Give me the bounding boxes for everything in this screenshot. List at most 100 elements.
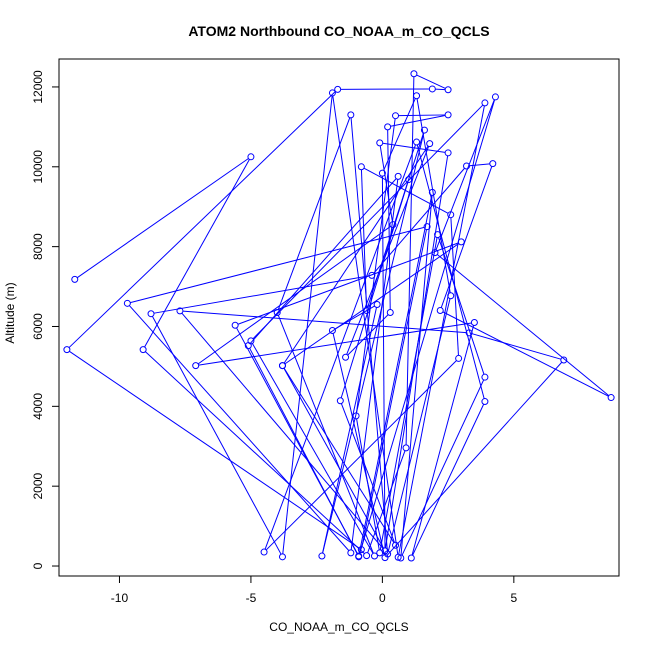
series-line-segment — [283, 145, 429, 364]
series-line-segment — [264, 144, 416, 550]
series-line-segment — [76, 158, 249, 279]
series-line-segment — [400, 195, 433, 556]
x-axis-label: CO_NOAA_m_CO_QCLS — [269, 620, 408, 634]
series-line-segment — [386, 361, 563, 556]
series-line-segment — [251, 343, 374, 554]
series-line-segment — [412, 404, 485, 556]
series-line-segment — [283, 367, 395, 543]
series-line-segment — [435, 99, 495, 251]
series-line-segment — [401, 379, 485, 556]
data-point — [352, 412, 360, 420]
data-point — [444, 86, 452, 94]
data-point — [334, 85, 342, 93]
data-point — [465, 329, 473, 337]
series-line-segment — [398, 114, 446, 117]
data-point — [336, 397, 344, 405]
x-tick-label: 0 — [379, 591, 386, 605]
data-point — [447, 292, 455, 300]
data-point — [278, 553, 286, 561]
data-point — [491, 93, 499, 101]
y-tick-label: 0 — [31, 562, 45, 569]
series-line-segment — [277, 117, 351, 310]
data-point — [247, 153, 255, 161]
data-point — [273, 309, 281, 317]
series-line-segment — [153, 275, 369, 314]
data-point — [357, 546, 365, 554]
data-point — [405, 176, 413, 184]
series-line-segment — [379, 237, 438, 550]
y-tick-label: 12000 — [31, 70, 45, 104]
series-line-segment — [182, 310, 467, 334]
data-point — [260, 548, 268, 556]
data-point — [373, 301, 381, 309]
series-line-segment — [144, 351, 365, 554]
data-point — [328, 89, 336, 97]
data-point — [231, 321, 239, 329]
data-point — [355, 552, 363, 560]
data-point — [376, 139, 384, 147]
data-point — [247, 337, 255, 345]
series-line-segment — [252, 104, 484, 340]
y-tick-label: 2000 — [31, 473, 45, 500]
y-tick-label: 4000 — [31, 393, 45, 420]
series-line-segment — [152, 316, 282, 555]
series-line-segment — [416, 74, 446, 89]
series-line-segment — [411, 325, 475, 556]
series-line-segment — [130, 226, 425, 304]
data-point — [71, 275, 79, 283]
data-point — [426, 140, 434, 148]
series-line-segment — [367, 450, 406, 553]
series-line-segment — [332, 333, 385, 555]
data-point — [384, 123, 392, 131]
series-line-segment — [128, 305, 350, 551]
x-axis: -10 -5 0 5 — [111, 575, 517, 605]
y-axis: 0 2000 4000 6000 8000 10000 12000 — [31, 70, 60, 569]
series-points — [63, 70, 615, 562]
series-line-segment — [361, 229, 427, 547]
data-point — [455, 354, 463, 362]
series-line-segment — [471, 333, 562, 360]
series-line-segment — [249, 178, 397, 344]
data-point — [447, 211, 455, 219]
data-point — [176, 307, 184, 315]
y-tick-label: 10000 — [31, 150, 45, 184]
series-line-segment — [398, 105, 485, 555]
data-point — [444, 149, 452, 157]
series-line-segment — [355, 118, 396, 414]
data-point — [470, 318, 478, 326]
series-line-segment — [144, 159, 250, 348]
data-point — [481, 99, 489, 107]
series-line-segment — [236, 327, 358, 554]
series-line-segment — [68, 91, 336, 348]
series-line-segment — [350, 117, 388, 552]
y-axis-label: Altitude (m) — [3, 282, 17, 343]
series-line-segment — [69, 350, 360, 549]
series-line-segment — [197, 226, 391, 365]
data-point — [147, 310, 155, 318]
series-line-segment — [387, 298, 451, 552]
data-point — [457, 238, 465, 246]
data-point — [378, 169, 386, 177]
series-line-segment — [340, 403, 395, 543]
series-line-segment — [363, 167, 449, 214]
series-line-segment — [381, 176, 386, 548]
chart-title: ATOM2 Northbound CO_NOAA_m_CO_QCLS — [188, 23, 489, 39]
data-point — [436, 307, 444, 315]
data-point — [560, 356, 568, 364]
series-line-segment — [322, 307, 377, 554]
series-line-segment — [360, 169, 367, 308]
series-line-segment — [282, 95, 333, 554]
data-point — [463, 162, 471, 170]
series-line-segment — [340, 182, 409, 399]
data-point — [428, 85, 436, 93]
y-tick-label: 8000 — [31, 233, 45, 260]
series-line-segment — [237, 242, 459, 325]
data-point — [402, 444, 410, 452]
data-point — [328, 326, 336, 334]
data-point — [123, 299, 131, 307]
series-line-segment — [438, 237, 485, 375]
data-point — [607, 394, 615, 402]
x-tick-label: -10 — [111, 591, 129, 605]
data-point — [444, 111, 452, 119]
